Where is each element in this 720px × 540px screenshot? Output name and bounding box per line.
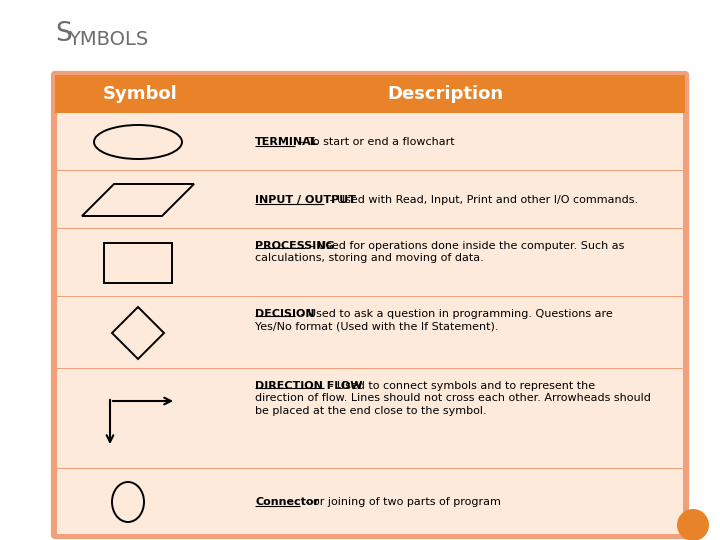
Bar bbox=[57, 113, 683, 170]
Text: calculations, storing and moving of data.: calculations, storing and moving of data… bbox=[255, 253, 484, 264]
Bar bbox=[57, 297, 683, 368]
FancyBboxPatch shape bbox=[53, 73, 687, 537]
Text: Symbol: Symbol bbox=[103, 85, 177, 103]
Text: - To start or end a flowchart: - To start or end a flowchart bbox=[297, 137, 454, 147]
Bar bbox=[57, 171, 683, 228]
Text: - or joining of two parts of program: - or joining of two parts of program bbox=[302, 497, 500, 507]
Text: direction of flow. Lines should not cross each other. Arrowheads should: direction of flow. Lines should not cros… bbox=[255, 394, 651, 403]
Bar bbox=[57, 369, 683, 468]
Text: DIRECTION FLOW: DIRECTION FLOW bbox=[255, 381, 362, 391]
Text: Connector: Connector bbox=[255, 497, 319, 507]
Text: DECISION: DECISION bbox=[255, 309, 315, 319]
Bar bbox=[55, 75, 685, 113]
Text: PROCESSING: PROCESSING bbox=[255, 241, 335, 251]
Text: - Used to connect symbols and to represent the: - Used to connect symbols and to represe… bbox=[326, 381, 595, 391]
Bar bbox=[57, 229, 683, 296]
Text: INPUT / OUTPUT: INPUT / OUTPUT bbox=[255, 195, 356, 205]
Bar bbox=[57, 469, 683, 534]
Text: Description: Description bbox=[387, 85, 503, 103]
Text: - Used with Read, Input, Print and other I/O commands.: - Used with Read, Input, Print and other… bbox=[326, 195, 639, 205]
Ellipse shape bbox=[677, 509, 709, 540]
Text: - Used for operations done inside the computer. Such as: - Used for operations done inside the co… bbox=[307, 241, 624, 251]
Text: Yes/No format (Used with the If Statement).: Yes/No format (Used with the If Statemen… bbox=[255, 321, 498, 332]
Text: TERMINAL: TERMINAL bbox=[255, 137, 319, 147]
Text: S: S bbox=[55, 21, 72, 47]
Text: - Used to ask a question in programming. Questions are: - Used to ask a question in programming.… bbox=[297, 309, 613, 319]
Bar bbox=[104, 243, 172, 283]
Text: be placed at the end close to the symbol.: be placed at the end close to the symbol… bbox=[255, 406, 487, 416]
Text: YMBOLS: YMBOLS bbox=[68, 30, 148, 49]
